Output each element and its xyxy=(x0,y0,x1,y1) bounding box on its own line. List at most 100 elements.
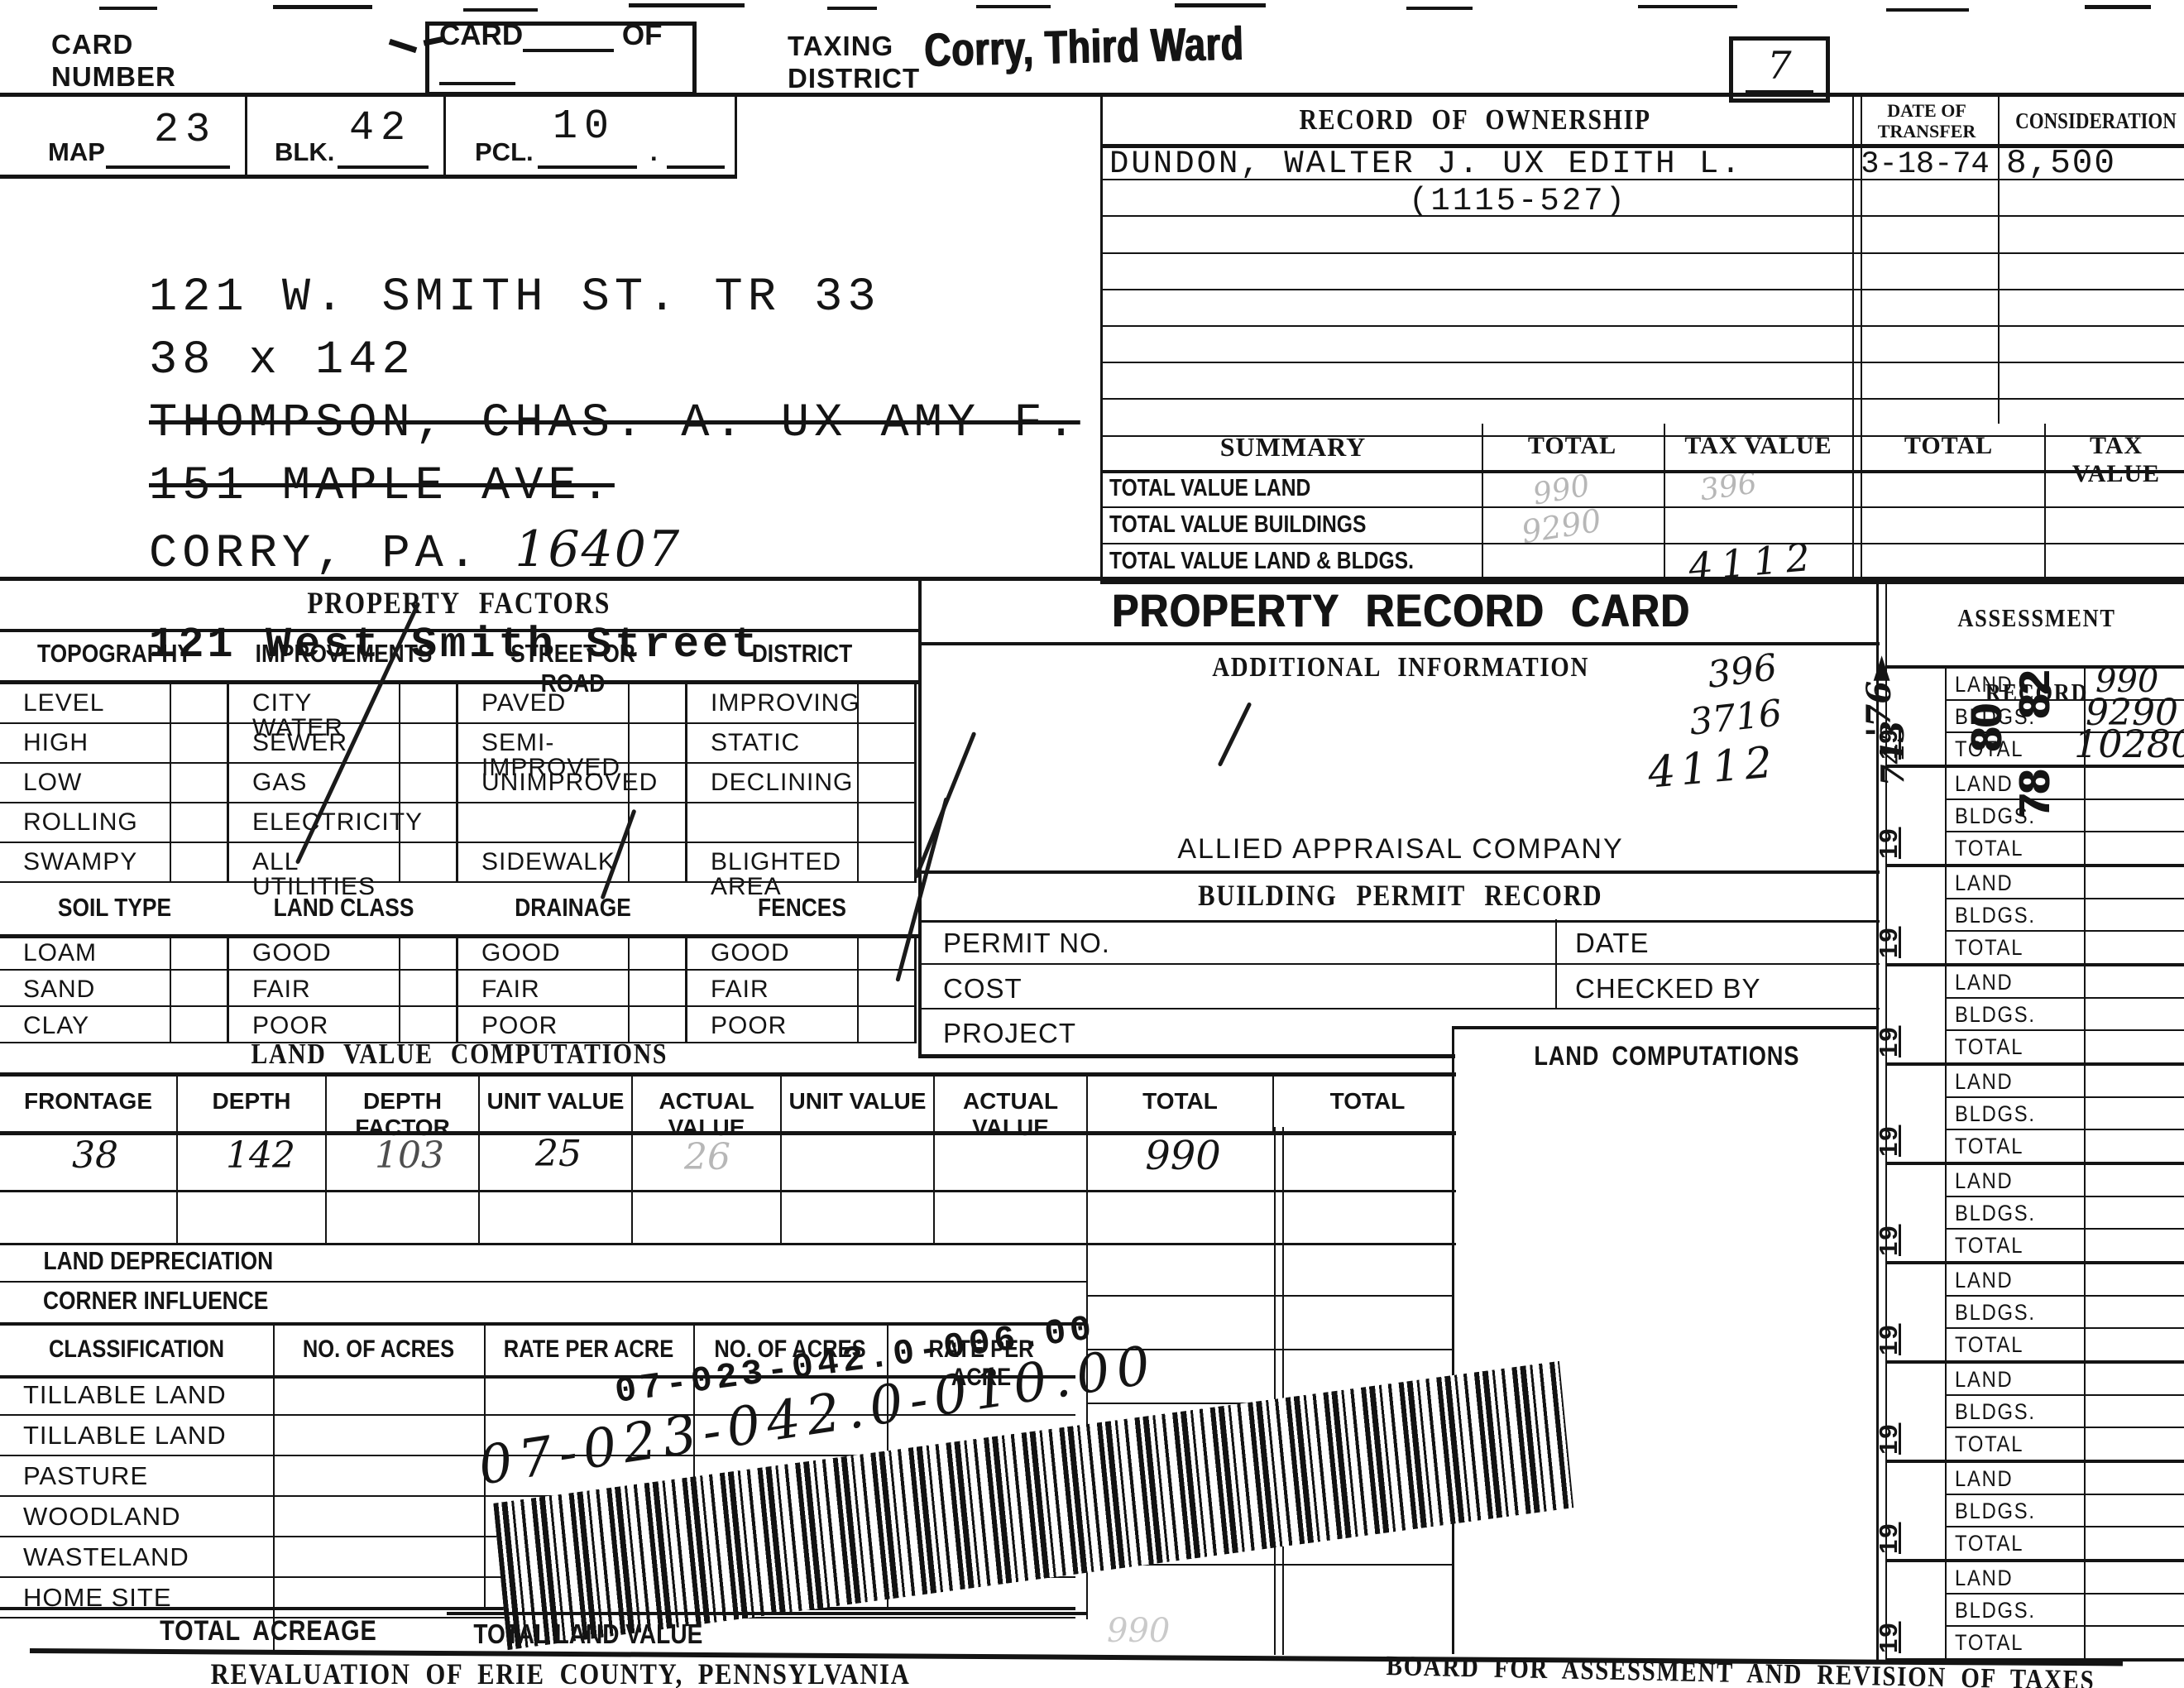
factor-check-cell xyxy=(630,803,687,843)
property-factors-grid: LEVEL CITY WATER PAVED IMPROVING HIGH SEWER SE… xyxy=(0,684,917,899)
no-of-acres-header: NO. OF ACRES xyxy=(302,1336,455,1363)
property-record-card-titlebar: PROPERTY RECORD CARD xyxy=(918,581,1880,645)
classification-row: TILLABLE LAND xyxy=(0,1416,1075,1456)
rule xyxy=(1482,424,1483,579)
rule xyxy=(1945,1526,2184,1527)
rule xyxy=(1945,966,1947,1062)
rule xyxy=(2084,966,2086,1062)
scan-artifact xyxy=(99,7,157,10)
bldgs-row-label: BLDGS. xyxy=(1955,1499,2036,1523)
assessment-year-label: 19 xyxy=(1874,827,1904,859)
address-line-struck: 151 MAPLE AVE. xyxy=(149,460,615,513)
lvc-data-row: 38 142 103 25 26 990 xyxy=(0,1131,1456,1192)
year-stamp: 78 xyxy=(2010,770,2059,818)
rule xyxy=(1945,1593,2184,1594)
building-permit-record-title: BUILDING PERMIT RECORD xyxy=(1198,879,1603,912)
street-address: 121 West Smith Street xyxy=(149,621,761,669)
map-cell: MAP 23 xyxy=(0,97,247,175)
factor-item-label: GOOD xyxy=(687,934,859,971)
lvc-empty-row xyxy=(0,1190,1456,1245)
land-computations-box: LAND COMPUTATIONS xyxy=(1452,1026,1879,1654)
rule xyxy=(1945,1066,1947,1162)
rule xyxy=(273,1326,275,1653)
address-line: 121 W. SMITH ST. TR 33 xyxy=(149,271,881,324)
factor-item-label: POOR xyxy=(458,1007,630,1043)
factor-check-cell xyxy=(400,934,458,971)
total-row-label: TOTAL xyxy=(1955,1431,2024,1456)
rate-per-acre2-header: RATE PER ACRE xyxy=(928,1336,1034,1391)
factor-check-cell xyxy=(859,803,917,843)
factor-check-cell xyxy=(630,971,687,1007)
rule xyxy=(1945,1228,2184,1230)
factor-check-cell xyxy=(400,803,458,843)
handwritten-tax-bldgs: 3716 xyxy=(1687,692,1784,744)
ownership-rows: DUNDON, WALTER J. UX EDITH L. 3-18-74 8,… xyxy=(1103,144,2184,437)
factor-check-cell xyxy=(171,803,229,843)
factor-item-label: LOW xyxy=(0,764,171,803)
factor-item-label: GOOD xyxy=(229,934,400,971)
checked-by-label: CHECKED BY xyxy=(1575,973,1761,1004)
card-number-label: CARD NUMBER xyxy=(51,29,176,92)
rule xyxy=(1861,97,1862,424)
rule xyxy=(1945,898,2184,899)
assessment-year-label: 19 xyxy=(1874,1225,1904,1256)
land-row-label: LAND xyxy=(1955,1367,2014,1392)
total-row-label: TOTAL xyxy=(1955,836,2024,861)
pcl-cell: PCL. . 10 xyxy=(445,97,736,175)
rule xyxy=(780,1127,782,1243)
ownership-row xyxy=(1103,217,2184,254)
scan-artifact xyxy=(273,5,372,9)
land-value-computations-title-row: LAND VALUE COMPUTATIONS xyxy=(0,1038,918,1072)
assessment-record-panel: ASSESSMENT RECORD 19 LAND BLDGS. TOTAL 9… xyxy=(1874,581,2184,1662)
land-class-header: LAND CLASS xyxy=(273,893,414,922)
year-prefix: 19 xyxy=(1874,1422,1903,1455)
assessment-year-label: 19 xyxy=(1874,1523,1904,1554)
bldgs-row-label: BLDGS. xyxy=(1955,1201,2036,1225)
zip-handwritten: 16407 xyxy=(515,520,682,578)
pcl-dot: . xyxy=(650,137,658,166)
assessed-bldgs-value: 9290 xyxy=(2086,692,2178,734)
total-row-label: TOTAL xyxy=(1955,1134,2024,1158)
total-row-label: TOTAL xyxy=(1955,1034,2024,1059)
summary-row-label: TOTAL VALUE LAND xyxy=(1109,475,1311,501)
rule xyxy=(1945,1295,2184,1297)
land-row-label: LAND xyxy=(1955,1168,2014,1193)
factor-item-label: POOR xyxy=(687,1007,859,1043)
factor-item-label: LOAM xyxy=(0,934,171,971)
factor-item-label: ALL UTILITIES xyxy=(229,843,400,899)
assessment-year-group: 19 LAND BLDGS. TOTAL xyxy=(1874,1562,2184,1662)
soil-type-header: SOIL TYPE xyxy=(57,893,172,922)
factor-check-cell xyxy=(630,684,687,724)
factor-item-label: ROLLING xyxy=(0,803,171,843)
rule xyxy=(1945,1562,1947,1658)
pcl-blank xyxy=(538,141,637,169)
no-of-acres2-header: NO. OF ACRES xyxy=(714,1336,866,1363)
rule xyxy=(2084,1562,2086,1658)
summary-table: SUMMARY TOTAL TAX VALUE TOTAL TAX VALUE … xyxy=(1100,424,2184,590)
factor-check-cell xyxy=(171,971,229,1007)
factor-item-label: HIGH xyxy=(0,724,171,764)
scan-artifact xyxy=(388,38,418,54)
factor-check-cell xyxy=(171,1007,229,1043)
rule xyxy=(443,97,446,175)
project-label: PROJECT xyxy=(943,1018,1077,1048)
scan-artifact xyxy=(1406,7,1473,10)
factor-check-cell xyxy=(630,843,687,883)
owner-name: DUNDON, WALTER J. UX EDITH L. xyxy=(1109,146,1743,182)
rule xyxy=(1945,1129,2184,1130)
bldgs-row-label: BLDGS. xyxy=(1955,1300,2036,1325)
pcl-value: 10 xyxy=(553,103,616,151)
mailing-address-block: 121 W. SMITH ST. TR 33 38 x 142 THOMPSON… xyxy=(149,266,1080,677)
permit-row: PERMIT NO. DATE xyxy=(918,919,1880,965)
unit-value2-header: UNIT VALUE xyxy=(782,1077,935,1131)
unit-value-header: UNIT VALUE xyxy=(480,1077,633,1131)
classification-row-label: WOODLAND xyxy=(23,1502,181,1531)
rule xyxy=(484,1326,486,1607)
fences-header: FENCES xyxy=(758,893,846,922)
lvc-total-value: 990 xyxy=(1145,1133,1221,1179)
land-value-computations-title: LAND VALUE COMPUTATIONS xyxy=(251,1038,668,1070)
summary-row-label: TOTAL VALUE LAND & BLDGS. xyxy=(1109,548,1414,574)
depth-factor-value: 103 xyxy=(375,1134,444,1177)
depth-header: DEPTH xyxy=(178,1077,327,1131)
rule xyxy=(1945,867,1947,963)
